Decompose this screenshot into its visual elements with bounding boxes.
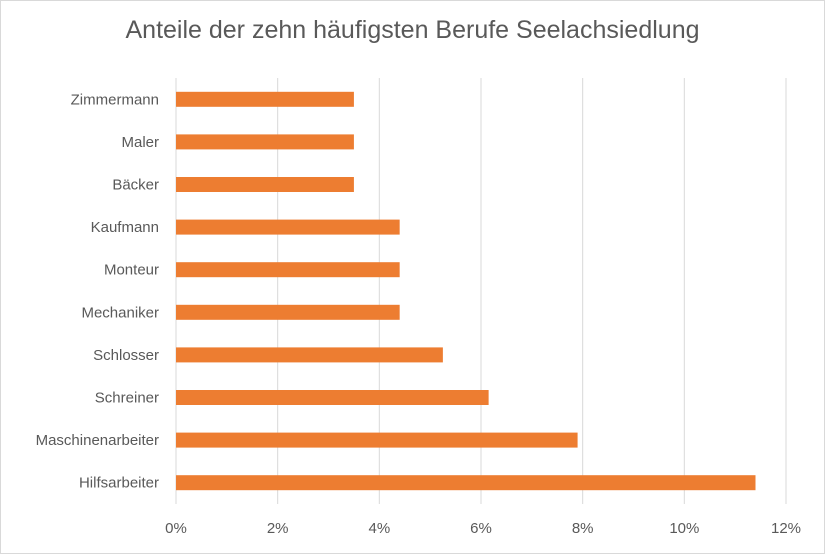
x-tick-label: 2% xyxy=(267,520,289,537)
x-tick-label: 12% xyxy=(771,520,801,537)
bar xyxy=(176,475,756,491)
x-tick-label: 10% xyxy=(669,520,699,537)
bar xyxy=(176,304,400,320)
y-tick-label: Maler xyxy=(121,134,159,151)
y-tick-label: Hilfsarbeiter xyxy=(79,475,159,492)
bar xyxy=(176,91,354,107)
x-tick-label: 0% xyxy=(165,520,187,537)
x-tick-label: 4% xyxy=(368,520,390,537)
y-tick-label: Zimmermann xyxy=(71,91,159,108)
bar xyxy=(176,219,400,235)
bar xyxy=(176,432,578,448)
y-tick-label: Kaufmann xyxy=(91,219,159,236)
x-tick-label: 8% xyxy=(572,520,594,537)
bar xyxy=(176,347,443,363)
bar xyxy=(176,134,354,150)
bar xyxy=(176,177,354,192)
y-tick-label: Mechaniker xyxy=(81,304,159,321)
y-tick-label: Schlosser xyxy=(93,347,159,364)
chart-title: Anteile der zehn häufigsten Berufe Seela… xyxy=(125,16,700,44)
y-tick-label: Schreiner xyxy=(95,390,159,407)
x-tick-label: 6% xyxy=(470,520,492,537)
bar xyxy=(176,390,489,405)
y-tick-label: Bäcker xyxy=(112,177,159,194)
y-tick-label: Maschinenarbeiter xyxy=(36,432,159,449)
y-tick-label: Monteur xyxy=(104,262,159,279)
bar xyxy=(176,262,400,278)
